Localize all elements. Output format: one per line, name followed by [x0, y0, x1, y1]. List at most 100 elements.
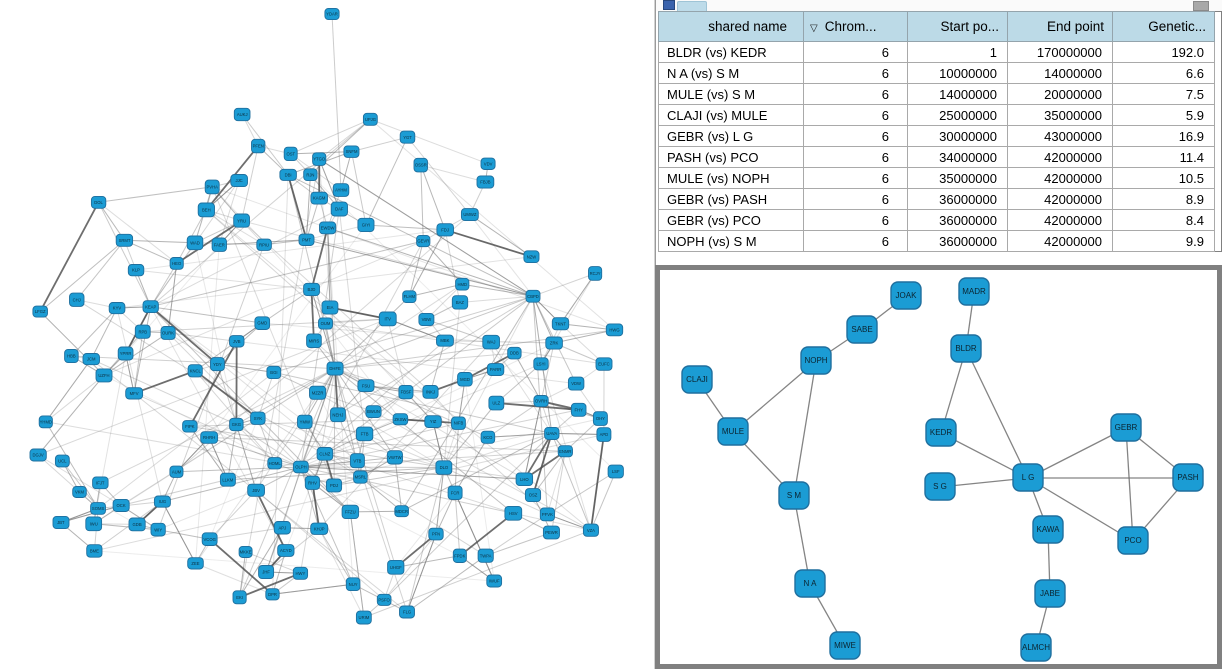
main-network-node[interactable]: BJD [303, 282, 320, 297]
main-network-node[interactable]: HEO [169, 257, 184, 270]
main-network-node[interactable]: HMD [455, 277, 470, 291]
main-network-node[interactable]: LHO [515, 472, 534, 487]
main-network-node[interactable]: PMT [298, 233, 315, 246]
main-network-node[interactable]: RCJY [588, 266, 603, 281]
main-network-node[interactable]: EUFC [595, 357, 613, 371]
main-network-node[interactable]: ZEE [187, 557, 204, 570]
main-network-node[interactable]: VZA [582, 523, 599, 537]
main-network-node[interactable]: OST [283, 146, 298, 162]
main-network-node[interactable]: KHJP [310, 522, 329, 535]
main-network-node[interactable]: KCO [480, 430, 496, 444]
main-network-node[interactable]: YMW [297, 414, 313, 429]
main-network-node[interactable]: RPB [134, 324, 151, 339]
main-network-node[interactable]: IWUF [486, 574, 503, 588]
main-network-node[interactable]: PFEN [251, 138, 266, 154]
main-network-node[interactable]: VKM [72, 486, 87, 498]
main-network-node[interactable]: JJC [230, 174, 248, 188]
main-network-node[interactable]: EIA [321, 300, 339, 315]
main-network-node[interactable]: INKJ [422, 385, 439, 399]
network-view-detail[interactable]: JOAK MADR SABE NOPH BLDR CLAJI MULE KEDR GEBR L G… [660, 270, 1217, 664]
main-network-node[interactable]: GMD [254, 316, 271, 330]
main-network-node[interactable]: LSYI [533, 357, 549, 371]
detail-edge[interactable] [1027, 477, 1134, 542]
network-node-kawa[interactable]: KAWA [1032, 515, 1064, 544]
main-network-node[interactable]: JBT [52, 515, 70, 530]
main-network-node[interactable]: BAZ [451, 295, 469, 310]
main-network-node[interactable]: ZKSW [392, 413, 409, 426]
main-network-node[interactable]: UPJG [362, 112, 378, 126]
main-network-node[interactable]: FPDK [452, 548, 467, 563]
main-network-node[interactable]: DPR [265, 588, 280, 601]
network-node-bldr[interactable]: BLDR [950, 334, 982, 363]
main-network-node[interactable]: IWU [85, 516, 103, 532]
main-network-node[interactable]: DHFE [326, 361, 344, 376]
main-network-node[interactable]: YTGO [312, 152, 327, 166]
main-network-node[interactable]: FLHM [402, 290, 417, 304]
main-network-node[interactable]: NZW [523, 250, 540, 264]
main-network-node[interactable]: NIFB [451, 416, 466, 430]
main-network-node[interactable]: HOML [267, 457, 283, 470]
column-header-end-point[interactable]: End point [1007, 11, 1113, 42]
main-network-node[interactable]: KLP [127, 264, 145, 277]
table-panel-icon[interactable] [663, 0, 675, 10]
main-network-node[interactable]: FBJB [476, 175, 495, 189]
main-network-node[interactable]: HBB [64, 348, 79, 364]
table-row[interactable]: NOPH (vs) S M 6 36000000 42000000 9.9 [658, 230, 1222, 252]
main-network-node[interactable]: PFVK [539, 507, 555, 522]
main-network-node[interactable]: EKI [232, 590, 247, 605]
table-tab[interactable] [677, 1, 707, 11]
main-network-node[interactable]: LSF [607, 464, 624, 479]
main-network-node[interactable]: SRMT [115, 233, 134, 247]
main-network-node[interactable]: UZFH [95, 368, 113, 383]
main-network-node[interactable]: DOL [90, 195, 107, 209]
main-network-node[interactable]: PFN [428, 527, 444, 541]
network-node-s-m[interactable]: S M [778, 481, 810, 510]
main-network-node[interactable]: UCL [54, 454, 70, 468]
main-network-node[interactable]: MSRL [353, 470, 368, 484]
network-node-miwe[interactable]: MIWE [829, 631, 861, 660]
main-network-node[interactable]: DGJV [29, 448, 47, 462]
main-network-node[interactable]: UHGF [387, 559, 405, 575]
main-network-node[interactable]: IUG [153, 495, 171, 508]
main-network-node[interactable]: FAER [211, 237, 227, 252]
network-node-s-g[interactable]: S G [924, 472, 956, 501]
main-network-node[interactable]: BGI [266, 365, 282, 380]
main-network-node[interactable]: VDW [567, 376, 585, 391]
main-network-node[interactable]: OVRH [533, 395, 549, 408]
main-network-node[interactable]: BEH [197, 202, 215, 218]
main-network-node[interactable]: WIY [150, 522, 166, 537]
main-network-node[interactable]: PARR [486, 363, 505, 376]
detail-edge[interactable] [965, 348, 1029, 479]
network-node-madr[interactable]: MADR [958, 277, 990, 306]
table-row[interactable]: GEBR (vs) L G 6 30000000 43000000 16.9 [658, 125, 1222, 147]
main-network-node[interactable]: AUM [169, 465, 184, 478]
main-network-node[interactable]: UAVA [544, 426, 560, 440]
main-network-node[interactable]: OURK [160, 326, 176, 340]
network-node-almch[interactable]: ALMCH [1020, 633, 1052, 662]
main-network-node[interactable]: FSU [357, 379, 375, 393]
main-network-node[interactable]: LFGZ [32, 305, 48, 318]
table-row[interactable]: CLAJI (vs) MULE 6 25000000 35000000 5.9 [658, 104, 1222, 126]
network-view-main[interactable]: YDAR AYHM UZFH FDJ HEO IFJT MDCR JVB JBT MKKE YTGO… [0, 0, 648, 669]
main-network-node[interactable]: FTB [355, 426, 374, 442]
main-network-node[interactable]: GDB [128, 517, 146, 532]
main-network-node[interactable]: LLKM [219, 472, 236, 487]
main-network-node[interactable]: UMWZ [460, 208, 479, 222]
network-node-jabe[interactable]: JABE [1034, 579, 1066, 608]
main-network-node[interactable]: OCK [112, 498, 130, 512]
main-network-node[interactable]: VDV [480, 157, 496, 170]
main-network-node[interactable]: NEHJ [330, 407, 346, 423]
main-network-node[interactable]: YIZ [424, 415, 442, 428]
main-network-node[interactable]: FLG [399, 605, 415, 619]
network-node-mule[interactable]: MULE [717, 417, 749, 446]
main-network-node[interactable]: PVHA [204, 179, 220, 195]
main-network-node[interactable]: BME [86, 544, 103, 558]
main-network-node[interactable]: MDCR [394, 505, 409, 518]
main-network-node[interactable]: FHY [570, 402, 587, 417]
main-network-node[interactable]: VWTW [386, 450, 403, 465]
network-node-n-a[interactable]: N A [794, 569, 826, 598]
main-network-node[interactable]: RHRH [200, 431, 219, 444]
network-node-l-g[interactable]: L G [1012, 463, 1044, 492]
main-network-node[interactable]: RJN [303, 168, 318, 182]
main-network-node[interactable]: CLNZ [316, 447, 334, 461]
